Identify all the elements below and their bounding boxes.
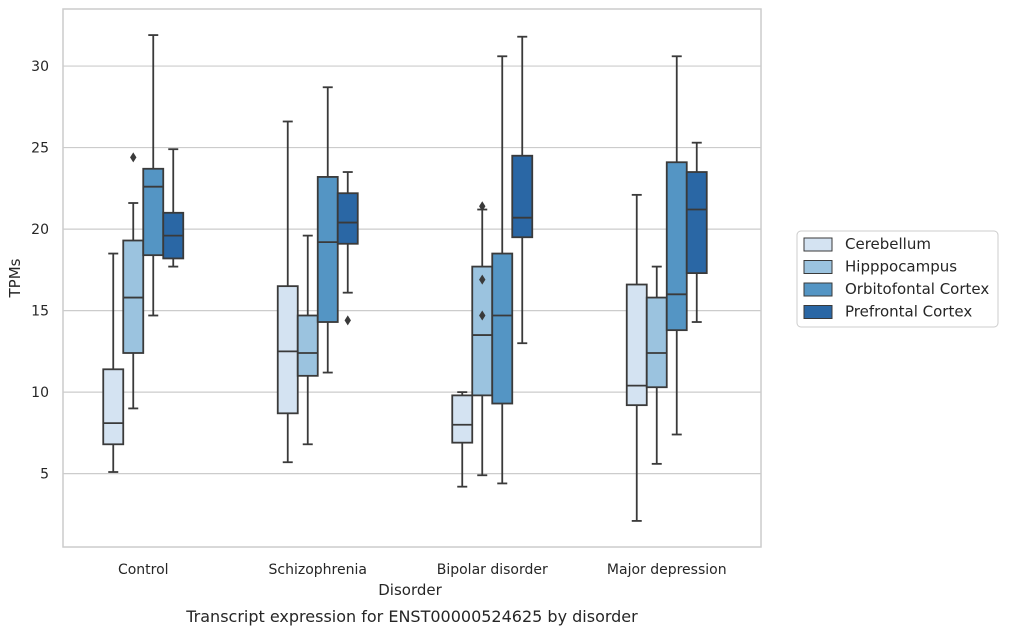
legend-frame [796, 230, 999, 328]
box [471, 265, 494, 397]
box [102, 368, 125, 446]
box-cerebellum [451, 391, 474, 488]
legend-label: Prefrontal Cortex [845, 303, 972, 321]
legend-label: Orbitofontal Cortex [845, 280, 989, 298]
box-orbitofontal-cortex [142, 34, 165, 317]
box-prefrontal-cortex [336, 171, 359, 326]
x-tick-label: Bipolar disorder [437, 562, 548, 578]
box [276, 285, 299, 415]
legend-label: Hipppocampus [845, 258, 957, 276]
box-cerebellum [102, 252, 125, 473]
outlier-point [479, 274, 486, 285]
x-tick-label: Major depression [607, 562, 727, 578]
y-tick-label: 15 [31, 304, 49, 320]
box-orbitofontal-cortex [491, 55, 514, 485]
box-orbitofontal-cortex [665, 55, 688, 436]
box-hipppocampus [471, 201, 494, 477]
box [336, 192, 359, 245]
y-tick-label: 25 [31, 141, 49, 157]
box-hipppocampus [122, 152, 145, 410]
box [451, 394, 474, 444]
box [665, 161, 688, 332]
box-plots [102, 34, 708, 522]
box-orbitofontal-cortex [316, 86, 339, 374]
box [142, 167, 165, 257]
box-prefrontal-cortex [511, 35, 534, 345]
legend-label: Cerebellum [845, 235, 931, 253]
legend: Cerebellum Hipppocampus Orbitofontal Corte… [796, 230, 999, 328]
outlier-point [130, 152, 137, 163]
box [316, 176, 339, 323]
outlier-point [479, 310, 486, 321]
box [685, 171, 708, 275]
box [296, 314, 319, 377]
box-prefrontal-cortex [162, 148, 185, 268]
box [491, 252, 514, 405]
x-tick-label: Control [118, 562, 169, 578]
box-hipppocampus [645, 265, 668, 465]
chart-caption: Transcript expression for ENST0000052462… [185, 607, 638, 626]
plot-frame [62, 8, 762, 548]
outlier-point [479, 201, 486, 212]
box-hipppocampus [296, 234, 319, 446]
legend-swatch [803, 282, 833, 297]
x-tick-label: Schizophrenia [269, 562, 367, 578]
x-axis-label: Disorder [378, 581, 442, 599]
outlier-point [344, 315, 351, 326]
box-cerebellum [625, 193, 648, 522]
y-tick-label: 5 [40, 467, 49, 483]
y-axis-label: TPMs [6, 258, 24, 298]
y-tick-label: 10 [31, 385, 49, 401]
y-tick-labels: 5 10 15 20 25 30 [31, 59, 49, 483]
y-tick-label: 30 [31, 59, 49, 75]
box [511, 154, 534, 239]
box [625, 283, 648, 407]
legend-swatch [803, 305, 833, 319]
legend-swatch [803, 260, 833, 274]
y-tick-label: 20 [31, 222, 49, 238]
box-prefrontal-cortex [685, 141, 708, 323]
box-cerebellum [276, 120, 299, 464]
legend-swatch [803, 237, 833, 252]
box [645, 296, 668, 389]
x-tick-labels: Control Schizophrenia Bipolar disorder Majo… [118, 562, 727, 578]
